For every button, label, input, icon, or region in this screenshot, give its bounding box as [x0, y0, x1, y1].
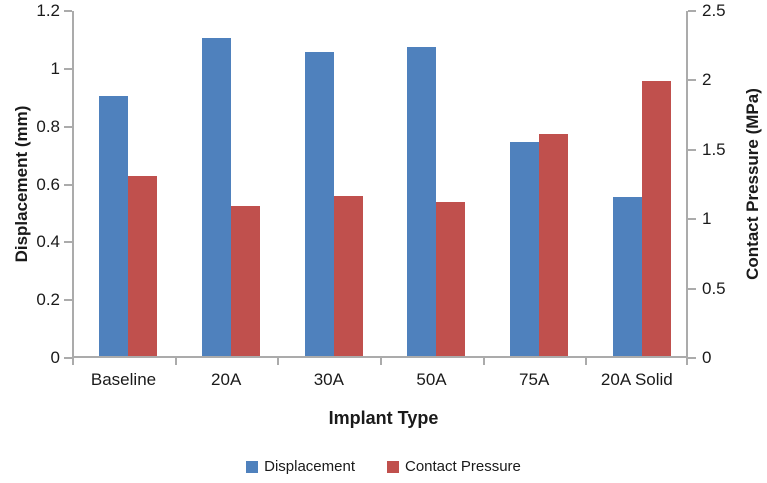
left-axis-tick-label: 0.6	[36, 174, 60, 194]
left-axis-tick	[64, 357, 72, 359]
right-axis-title: Contact Pressure (MPa)	[743, 88, 762, 280]
left-axis-tick-label: 0	[50, 348, 60, 367]
bar-contact-pressure-75a	[539, 133, 568, 356]
category-label: 75A	[519, 370, 550, 389]
bar-displacement-50a	[407, 46, 437, 356]
bar-contact-pressure-50a	[436, 201, 466, 356]
left-axis-tick-label: 0.8	[36, 116, 60, 136]
legend-label-contact-pressure: Contact Pressure	[404, 458, 521, 475]
x-axis-tick	[72, 358, 74, 365]
bar-displacement-baseline	[99, 95, 129, 356]
left-axis-tick-label: 0.4	[36, 232, 60, 252]
x-axis-title: Implant Type	[328, 408, 439, 428]
legend-swatch-contact-pressure-icon	[386, 460, 399, 473]
left-axis-tick	[64, 67, 72, 70]
right-axis-tick-label: 2.5	[702, 1, 726, 20]
legend: Displacement Contact Pressure	[0, 458, 767, 475]
bar-contact-pressure-20a-solid	[641, 81, 671, 356]
right-axis-tick	[688, 287, 696, 290]
legend-item-displacement: Displacement	[246, 458, 355, 475]
right-axis-tick	[688, 10, 696, 12]
right-axis-tick	[688, 218, 696, 221]
bar-contact-pressure-baseline	[128, 175, 158, 356]
right-axis-tick	[688, 357, 696, 359]
right-axis-tick-label: 1	[702, 209, 712, 229]
x-axis-tick	[174, 358, 177, 365]
x-axis-tick	[686, 358, 688, 365]
right-axis-tick-label: 0.5	[702, 278, 726, 298]
left-axis-tick-label: 1.2	[36, 1, 60, 20]
left-axis-tick-label: 1	[50, 58, 60, 78]
legend-swatch-displacement-icon	[246, 460, 259, 473]
category-label: 20A Solid	[600, 370, 673, 389]
legend-item-contact-pressure: Contact Pressure	[386, 458, 521, 475]
category-label: 30A	[313, 370, 344, 389]
right-axis-tick	[688, 148, 696, 151]
right-axis-tick-label: 1.5	[702, 139, 726, 159]
category-label: Baseline	[90, 370, 157, 389]
left-axis-tick	[64, 10, 72, 12]
bar-contact-pressure-30a	[333, 196, 363, 356]
left-axis-tick-label: 0.2	[36, 290, 60, 310]
left-axis-tick	[64, 183, 72, 186]
right-axis-tick	[688, 79, 696, 82]
x-axis-tick	[482, 358, 485, 365]
legend-label-displacement: Displacement	[264, 458, 355, 475]
x-axis-tick	[380, 358, 382, 365]
bar-displacement-20a	[202, 37, 231, 356]
category-label: 50A	[416, 370, 447, 389]
right-axis-tick-label: 0	[702, 348, 712, 367]
left-axis-tick	[64, 241, 72, 244]
right-axis-tick-label: 2	[702, 70, 712, 90]
category-label: 20A	[211, 370, 242, 389]
bar-displacement-20a-solid	[612, 197, 642, 356]
plot-area	[72, 11, 688, 358]
bar-contact-pressure-20a	[231, 206, 260, 356]
left-axis-tick	[64, 299, 72, 302]
bar-displacement-75a	[510, 142, 539, 356]
left-axis-tick	[64, 125, 72, 128]
bar-displacement-30a	[304, 52, 334, 356]
x-axis-tick	[585, 358, 588, 365]
x-axis-tick	[277, 358, 280, 365]
